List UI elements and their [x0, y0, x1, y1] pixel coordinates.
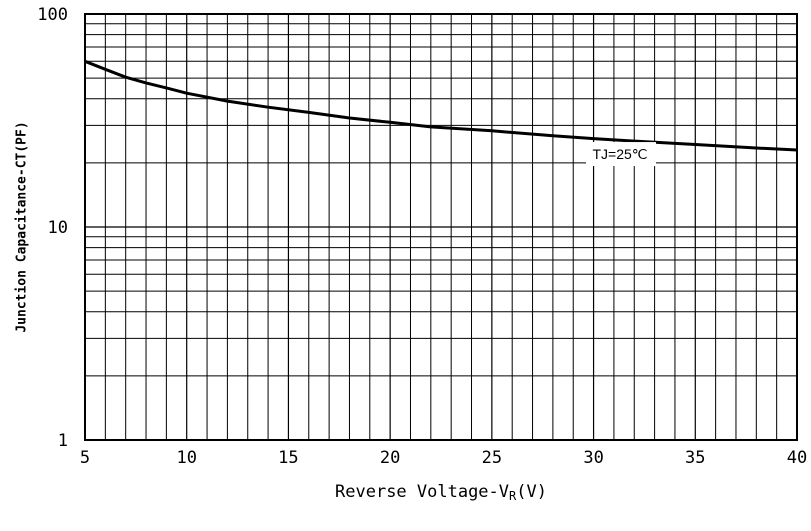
- series-line: [84, 59, 798, 152]
- capacitance-curve: [84, 59, 798, 152]
- x-tick-label: 5: [80, 448, 90, 468]
- annotation-background: [586, 142, 657, 167]
- plot-border: [84, 13, 798, 441]
- x-tick-label: 10: [176, 448, 196, 468]
- x-tick-label: 40: [787, 448, 807, 468]
- x-tick-label: 30: [583, 448, 603, 468]
- y-tick-label: 10: [48, 218, 68, 238]
- y-tick-label: 1: [58, 431, 68, 451]
- x-tick-labels: 5 10 15 20 25 30 35 40: [80, 448, 807, 468]
- y-axis-label: Junction Capacitance-CT(PF): [15, 121, 30, 332]
- x-tick-label: 25: [482, 448, 502, 468]
- x-tick-label: 15: [278, 448, 298, 468]
- x-tick-label: 35: [685, 448, 705, 468]
- grid: [84, 14, 798, 441]
- plot-frame: [84, 13, 798, 441]
- x-axis-label: Reverse Voltage-VR(V): [335, 482, 547, 503]
- annotation-label: TJ=25℃: [593, 146, 648, 162]
- y-tick-labels: 1 10 100: [37, 5, 68, 451]
- y-tick-label: 100: [37, 5, 68, 25]
- annotations: TJ=25℃: [586, 142, 657, 167]
- x-tick-label: 20: [380, 448, 400, 468]
